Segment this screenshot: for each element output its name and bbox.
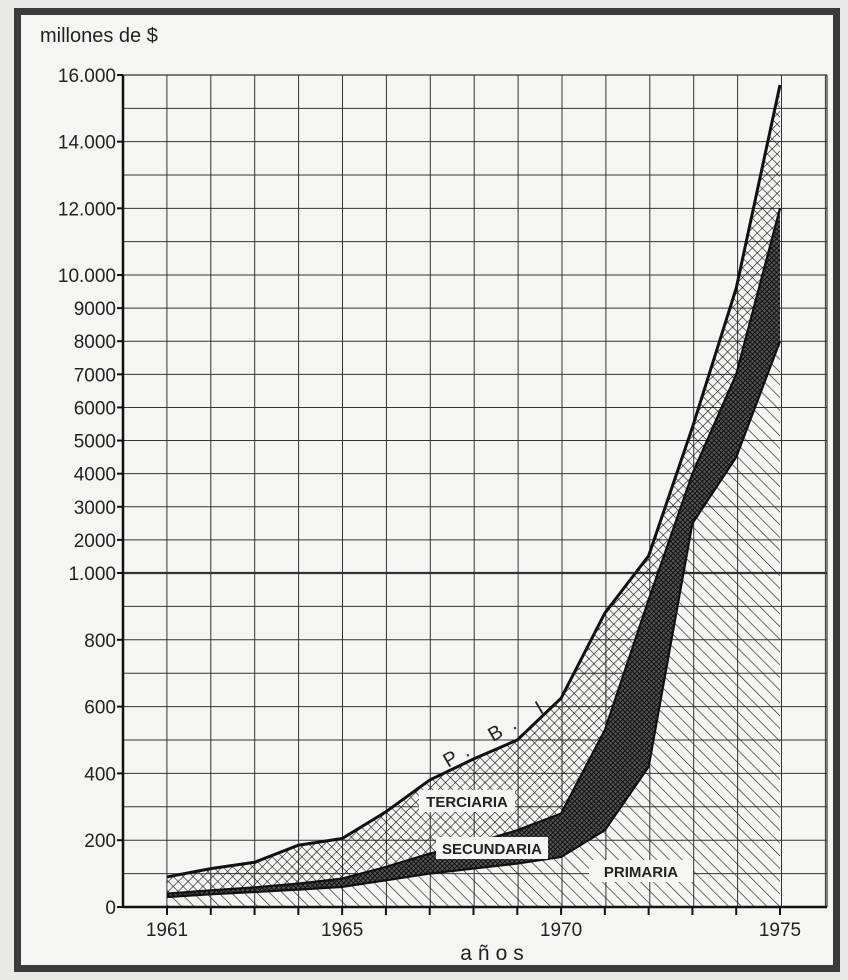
- area-layers: [167, 85, 780, 907]
- series-label-secundaria: SECUNDARIA: [436, 837, 548, 859]
- x-tick-label: 1975: [759, 920, 801, 941]
- y-tick-label: 1.000: [68, 564, 116, 585]
- area-secundaria: [167, 208, 780, 897]
- line-pbi-total: [166, 84, 782, 879]
- y-tick-label: 2000: [74, 531, 116, 552]
- y-tick-label: 14.000: [58, 133, 116, 154]
- y-tick-label: 400: [84, 764, 116, 785]
- y-tick-label: 16.000: [58, 66, 116, 87]
- series-label-terciaria-text: TERCIARIA: [426, 794, 508, 811]
- y-tick-label: 7000: [74, 365, 116, 386]
- y-tick-label: 12.000: [58, 199, 116, 220]
- x-tick-labels: 1961 1965 1970 1975: [146, 920, 801, 941]
- series-label-primaria: PRIMARIA: [589, 860, 693, 882]
- area-primaria: [167, 341, 780, 907]
- series-label-primaria-text: PRIMARIA: [604, 864, 678, 881]
- y-axis-label: millones de $: [40, 25, 158, 47]
- y-tick-label: 9000: [74, 299, 116, 320]
- y-tick-labels: 0 200 400 600 800 1.000 2000 3000 4000 5000 6000 70…: [58, 66, 123, 919]
- y-tick-label: 3000: [74, 498, 116, 519]
- x-tick-label: 1961: [146, 920, 188, 941]
- y-tick-label: 6000: [74, 398, 116, 419]
- y-tick-label: 5000: [74, 432, 116, 453]
- y-tick-label: 10.000: [58, 266, 116, 287]
- line-primaria: [166, 340, 782, 899]
- x-tick-label: 1970: [540, 920, 582, 941]
- x-tick-label: 1965: [321, 920, 363, 941]
- axes: [121, 74, 828, 915]
- y-tick-label: 8000: [74, 332, 116, 353]
- y-tick-label: 0: [105, 898, 116, 919]
- series-label-secundaria-text: SECUNDARIA: [442, 841, 542, 858]
- y-tick-label: 4000: [74, 465, 116, 486]
- y-tick-label: 200: [84, 831, 116, 852]
- series-label-terciaria: TERCIARIA: [419, 790, 515, 812]
- x-axis-label: años: [460, 942, 530, 965]
- y-tick-label: 600: [84, 698, 116, 719]
- y-tick-label: 800: [84, 631, 116, 652]
